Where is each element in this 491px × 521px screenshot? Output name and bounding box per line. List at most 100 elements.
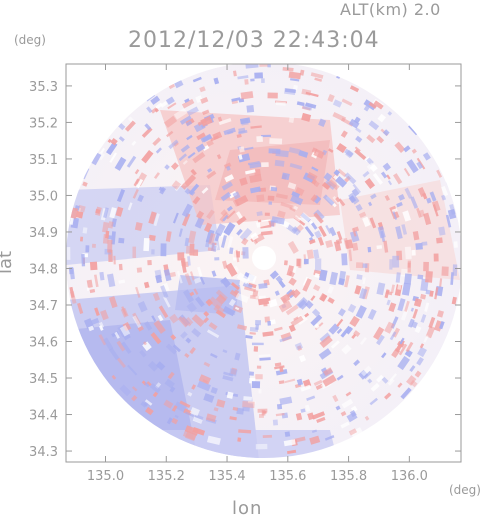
speckle xyxy=(238,429,252,434)
speckle xyxy=(451,296,457,305)
speckle xyxy=(278,380,285,385)
speckle xyxy=(152,292,161,302)
speckle xyxy=(402,210,412,222)
speckle xyxy=(217,116,223,123)
speckle xyxy=(202,109,210,116)
speckle xyxy=(189,346,196,355)
speckle xyxy=(377,226,386,239)
speckle xyxy=(180,331,188,339)
speckle xyxy=(313,148,325,159)
speckle xyxy=(209,353,218,359)
speckle xyxy=(319,293,328,302)
speckle xyxy=(185,337,192,344)
speckle xyxy=(417,274,424,280)
speckle xyxy=(93,274,99,288)
speckle xyxy=(151,249,155,255)
speckle xyxy=(255,219,270,228)
speckle xyxy=(141,149,154,164)
speckle xyxy=(341,253,348,266)
speckle xyxy=(335,196,341,203)
speckle xyxy=(185,316,194,326)
speckle xyxy=(355,127,362,133)
speckle xyxy=(192,76,202,83)
speckle xyxy=(288,71,302,80)
speckle xyxy=(160,101,168,108)
speckle xyxy=(181,203,193,218)
speckle xyxy=(251,381,261,389)
speckle xyxy=(200,133,213,143)
speckle xyxy=(281,297,288,304)
speckle xyxy=(329,271,339,286)
speckle xyxy=(196,132,206,141)
speckle xyxy=(197,380,211,392)
speckle xyxy=(377,113,386,123)
speckle xyxy=(169,386,176,393)
y-tick-label: 35.0 xyxy=(29,189,58,204)
speckle xyxy=(297,299,309,310)
speckle xyxy=(134,221,143,231)
speckle xyxy=(132,315,142,329)
speckle xyxy=(306,395,316,401)
speckle xyxy=(398,343,408,356)
speckle xyxy=(380,171,388,179)
speckle xyxy=(172,212,179,224)
speckle xyxy=(227,236,234,249)
speckle xyxy=(314,230,322,239)
speckle xyxy=(367,308,377,320)
speckle xyxy=(336,328,343,334)
speckle xyxy=(268,148,281,154)
speckle xyxy=(180,183,188,190)
speckle xyxy=(249,186,261,194)
speckle xyxy=(395,226,403,240)
speckle xyxy=(184,273,193,286)
speckle xyxy=(153,172,160,179)
y-tick-label: 34.4 xyxy=(29,409,58,424)
speckle xyxy=(390,284,395,294)
speckle xyxy=(184,188,191,195)
speckle xyxy=(314,273,320,278)
negative-region-center-west xyxy=(175,275,240,315)
speckle xyxy=(107,138,112,144)
radar-disc xyxy=(66,64,461,458)
speckle xyxy=(86,287,90,291)
speckle xyxy=(395,272,401,283)
speckle xyxy=(275,100,288,104)
speckle xyxy=(246,104,255,113)
speckle xyxy=(373,326,385,340)
speckle xyxy=(238,127,246,134)
speckle xyxy=(304,312,310,318)
speckle xyxy=(404,300,410,312)
speckle xyxy=(312,195,322,204)
speckle xyxy=(118,237,125,244)
speckle xyxy=(353,330,361,338)
speckle xyxy=(311,178,317,185)
speckle xyxy=(356,274,363,280)
speckle xyxy=(98,334,107,346)
speckle xyxy=(406,375,417,386)
speckle xyxy=(410,307,414,312)
speckle xyxy=(114,331,120,339)
speckle xyxy=(168,139,179,150)
speckle xyxy=(166,417,173,425)
speckle xyxy=(234,352,241,361)
speckle xyxy=(413,298,423,307)
speckle xyxy=(353,359,361,367)
speckle xyxy=(182,289,195,303)
speckle xyxy=(240,91,254,100)
speckle xyxy=(203,310,210,317)
speckle xyxy=(88,325,95,332)
speckle xyxy=(259,357,271,361)
speckle xyxy=(298,150,309,158)
speckle xyxy=(190,406,200,417)
speckle xyxy=(310,314,323,327)
speckle xyxy=(89,261,98,271)
speckle xyxy=(366,134,376,144)
speckle xyxy=(351,227,357,237)
x-tick-label: 136.0 xyxy=(391,469,428,484)
speckle xyxy=(170,334,177,341)
speckle xyxy=(148,234,156,242)
speckle xyxy=(184,98,190,103)
speckle xyxy=(122,321,132,332)
speckle xyxy=(134,169,140,175)
speckle xyxy=(404,273,412,285)
